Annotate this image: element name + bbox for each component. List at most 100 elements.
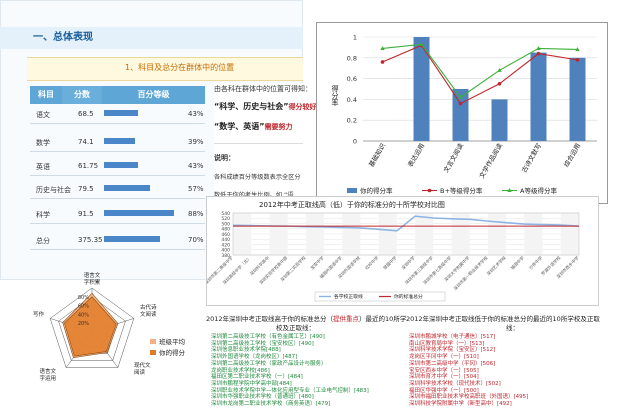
table-row-divider [30, 249, 205, 250]
bar-chart-x-tick: 综合运用 [561, 142, 582, 169]
table-cell-subject: 科学 [36, 211, 50, 219]
left-school-item[interactable]: 龙岗职业技术学校[486] [211, 367, 270, 374]
b-plus-point [497, 82, 502, 86]
line-chart-x-tick: 宝安中学 [309, 254, 326, 271]
table-cell-percentile: 43% [188, 110, 204, 118]
left-list-title-c: 校及正取线： [276, 324, 315, 332]
radar-axis-label: 字运用 [39, 374, 56, 382]
radar-tick-label: 20% [78, 321, 89, 327]
legend-marker-a [507, 188, 512, 192]
section-title: 一、总体表现 [33, 32, 93, 43]
right-school-item[interactable]: 深圳科学技术学校（现代技术）[502] [409, 380, 501, 387]
bar-chart-x-tick: 文言文阅读 [441, 141, 465, 174]
table-row-divider [30, 223, 205, 224]
table-cell-percentile: 88% [188, 210, 204, 218]
left-list-title-a: 2012年深圳中考正取线高于你的标准总分（ [206, 315, 334, 323]
line-chart-band [342, 213, 361, 255]
a-point [536, 46, 541, 51]
line-chart-plot-frame [232, 212, 580, 256]
right-school-item[interactable]: 深圳科学技术学院（宝安区）[512] [409, 347, 496, 354]
line-chart-band [378, 213, 397, 255]
left-school-item[interactable]: 深圳信息职业技术学院[488] [211, 347, 281, 354]
weak-label: 需要努力 [264, 123, 293, 131]
percentile-bar [104, 138, 136, 144]
table-cell-score: 74.1 [78, 138, 94, 146]
line-series-a [382, 43, 578, 99]
a-point [419, 41, 424, 46]
line-chart-y-tick: 440 [221, 237, 230, 243]
table-cell-score: 79.5 [78, 185, 94, 193]
school-lists-area: 2012年深圳中考正取线高于你的标准总分（提供重点）最近的10所学 校及正取线：… [206, 307, 600, 408]
right-school-item[interactable]: 宝安区西乡中学（一）[505] [409, 367, 479, 374]
b-plus-point [458, 101, 463, 106]
left-school-item[interactable]: 深圳市华强职业技术学校（普通班）[480] [211, 394, 314, 401]
weak-subject-text: “数学、英语” [214, 122, 265, 131]
right-school-item[interactable]: 龙岗区平冈中学（一）[510] [409, 354, 479, 361]
radar-legend-label-avg: 班级平均 [159, 337, 186, 346]
left-school-item[interactable]: 深圳第二高级技工学校（宝安校区）[490] [211, 340, 314, 347]
notes-divider [214, 143, 303, 144]
table-cell-subject: 英语 [36, 163, 50, 171]
left-school-item[interactable]: 深圳市龙岗第二职业技术学校（商务英语）[479] [211, 401, 331, 407]
percentile-bar [104, 236, 160, 242]
table-header-score: 分数 [62, 86, 102, 104]
right-school-item[interactable]: 深圳市福田职业技术学校高职班（外国语）[495] [409, 394, 529, 401]
right-school-item[interactable]: 福田区华强中学（一）[500] [409, 387, 479, 394]
subsection-title: 1、科目及总分在群体中的位置 [125, 63, 235, 72]
a-point [458, 95, 463, 99]
line-chart-y-tick: 460 [221, 232, 230, 238]
left-school-item[interactable]: 深圳第二高级技工学校（家政产品设计与服务） [211, 360, 327, 367]
line-chart-x-tick: 深圳中学 [400, 254, 417, 271]
right-list-title-b: 线： [506, 324, 519, 332]
bar-you-rate [530, 52, 547, 141]
right-school-item[interactable]: 深圳科技学院附属中学（新型高中）[492] [409, 401, 512, 407]
left-school-item[interactable]: 福田区第二职业技术学校（一）[484] [211, 374, 303, 381]
left-school-item[interactable]: 深圳市鹏程学院中学高中部[484] [211, 380, 292, 387]
bar-chart-y-tick: 0.2 [347, 117, 357, 125]
bar-chart-y-tick: 0.4 [347, 96, 357, 104]
bar-chart-x-tick: 基础知识 [366, 141, 387, 168]
radar-axis-label: 语言文 [39, 367, 56, 375]
table-cell-subject: 语文 [36, 111, 50, 119]
section-header-bar [0, 27, 303, 49]
right-school-item[interactable]: 南山区教育局中学（一）[513] [409, 340, 485, 347]
table-header-percentile: 百分等级 [102, 86, 205, 104]
good-subject-text: “科学、历史与社会” [214, 102, 289, 111]
table-cell-subject: 历史与社会 [36, 186, 71, 194]
radar-area-you [64, 296, 117, 357]
percentile-bar [104, 162, 139, 168]
table-cell-score: 375.35 [78, 236, 103, 244]
line-chart-y-tick: 500 [221, 221, 230, 227]
table-cell-score: 61.75 [78, 162, 99, 170]
right-school-item[interactable]: 深圳市鹏城学校（电子通信）[517] [409, 334, 496, 340]
radar-axis-label: 字积累 [84, 278, 101, 286]
line-chart-x-tick: 沙井中学 [527, 254, 544, 271]
left-school-item[interactable]: 深圳第二高级技工学校（有色金属工艺）[490] [211, 334, 325, 340]
percentile-bar [104, 210, 175, 216]
line-chart-x-tick: 红岭中学 [363, 254, 380, 271]
left-school-item[interactable]: 深圳职业技术学院中学—体化应用型专业（工业电气控制）[483] [211, 387, 369, 394]
radar-axis-label: 语言文 [84, 271, 101, 279]
right-school-item[interactable]: 深圳市育才中学（一）[504] [409, 374, 479, 381]
line-chart-x-tick: 福田中学 [509, 254, 526, 271]
line-chart-band [487, 213, 507, 255]
bar-chart-y-tick: 0.8 [347, 54, 357, 62]
table-cell-percentile: 70% [188, 236, 204, 244]
notes-good-subjects: “科学、历史与社会”得分较好 [214, 103, 317, 111]
line-series-b-plus [382, 44, 578, 105]
bar-chart-y-tick: 1 [353, 34, 357, 42]
table-cell-subject: 总分 [36, 237, 50, 245]
radar-tick-label: 80% [78, 295, 89, 301]
table-header-subject: 科目 [30, 86, 62, 104]
bar-you-rate [569, 57, 586, 141]
left-school-item[interactable]: 深圳外国语学校（龙岗校区）[487] [211, 354, 298, 361]
school-cutoff-comparison-chart: 2012年中考正取线高（低）于你的标准分的十所学校对比图 540 520 500 48… [203, 196, 599, 306]
line-chart-band [269, 213, 288, 255]
radar-legend-swatch-avg [150, 339, 156, 344]
radar-chart-svg: 20%40%60%80%语言文字积累古代诗文阅读现代文阅读语言文字运用写作班级平… [33, 271, 186, 382]
table-cell-subject: 数学 [36, 139, 50, 147]
right-school-item[interactable]: 深圳市第二高级中学（平冈）[506] [409, 360, 496, 367]
line-chart-x-tick: 翠园中学 [382, 254, 399, 271]
notes-weak-subjects: “数学、英语”需要努力 [214, 123, 293, 131]
legend-label-schools: 各学校正取线 [334, 293, 363, 300]
